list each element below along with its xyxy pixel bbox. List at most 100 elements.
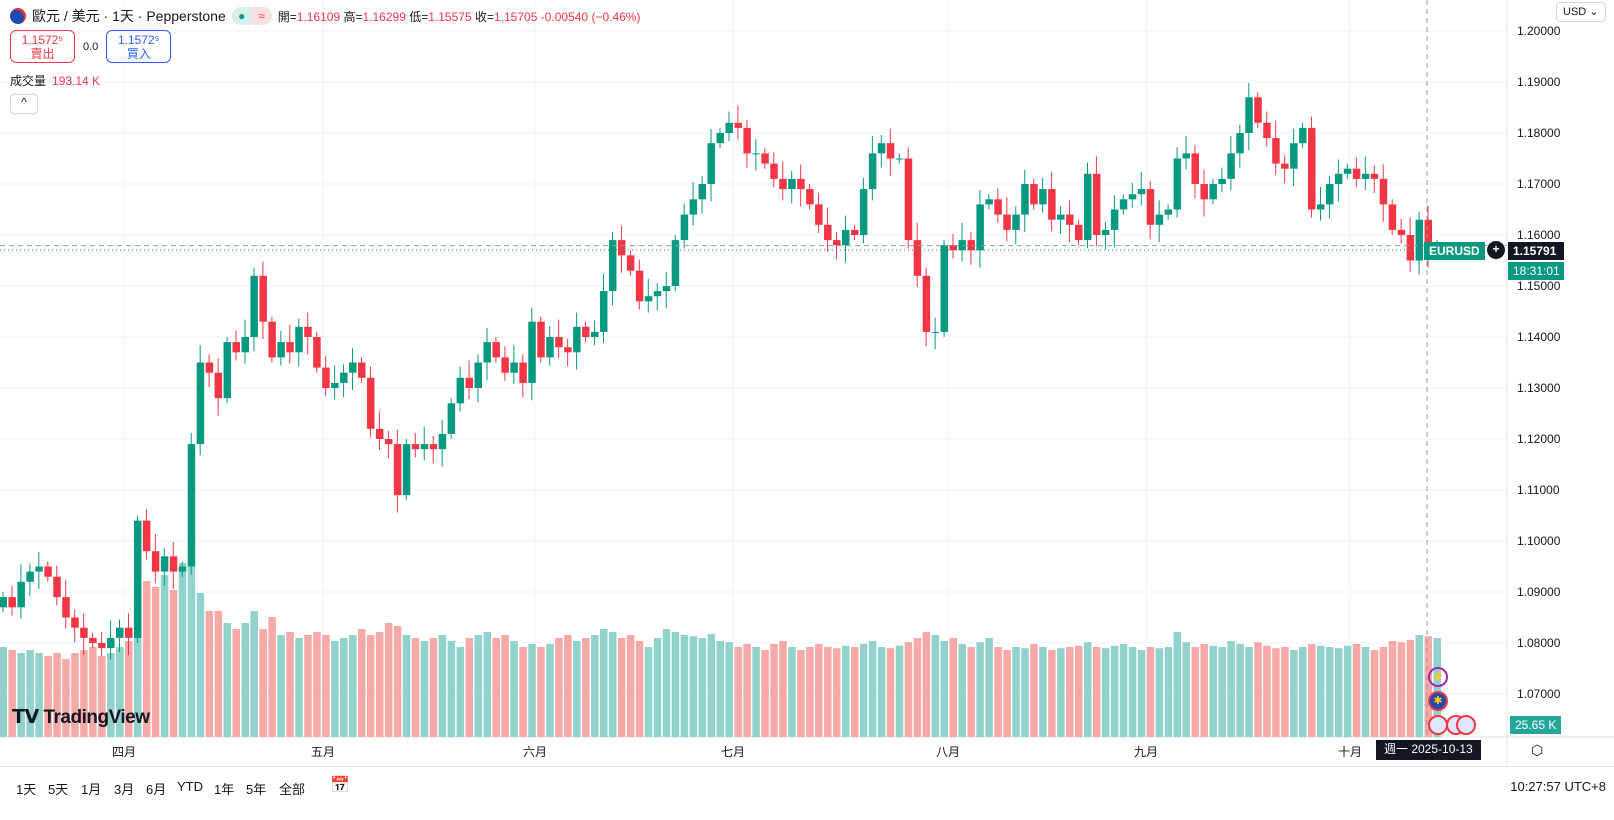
clock[interactable]: 10:27:57 UTC+8 [1510,779,1606,794]
candle-body [617,240,626,256]
volume-bar [644,647,653,737]
volume-bar [1146,647,1155,737]
volume-bar [474,635,483,737]
candle-body [465,377,474,388]
buy-button[interactable]: 1.1572⁵ 買入 [106,30,172,63]
candle-body [707,143,716,184]
candle-body [1012,214,1020,230]
candle-body [429,444,438,450]
range-button[interactable]: YTD [177,779,203,794]
candle-body [564,347,572,353]
volume-bar [850,647,859,737]
volume-last-label: 25.65 K [1510,716,1562,734]
volume-bar [1075,645,1083,737]
candle-body [743,127,751,154]
volume-bar [967,647,975,737]
volume-bar [1209,645,1217,737]
candle-body [375,428,384,439]
range-button[interactable]: 1年 [214,782,235,797]
event-flash-icon[interactable]: ⚡ [1428,667,1448,687]
price-tick: 1.07000 [1517,687,1561,701]
volume-bar [626,635,635,737]
volume-legend: 成交量 193.14 K [10,74,101,88]
add-alert-plus-icon[interactable]: + [1486,240,1506,260]
volume-bar [1110,645,1119,737]
candle-body [160,556,169,572]
candle-body [635,270,644,302]
settings-icon[interactable]: ⬡ [1531,742,1544,758]
symbol-header: 歐元 / 美元 · 1天 · Pepperstone ● ≈ 開=1.16109 … [10,6,640,26]
symbol-title[interactable]: 歐元 / 美元 · 1天 · Pepperstone [32,8,226,24]
candle-body [17,581,25,608]
volume-bar [366,635,375,737]
volume-bar [286,632,294,737]
volume-bar [1263,645,1271,737]
candle-body [1182,153,1191,159]
volume-bar [886,648,895,737]
volume-bar [501,635,509,737]
volume-bar [1433,638,1441,737]
candle-body [1092,173,1101,235]
candle-body [8,597,16,608]
event-eu-icon[interactable]: ✱ [1428,691,1448,711]
candle-body [850,229,859,235]
candle-body [985,199,993,205]
volume-bar [662,629,671,737]
delay-icon: ≈ [251,7,272,25]
volume-bar [187,563,196,737]
range-button[interactable]: 1月 [81,782,102,797]
range-button[interactable]: 5天 [48,782,69,797]
candle-body [420,444,429,450]
volume-bar [841,645,850,737]
currency-select[interactable]: USD ⌄ [1556,2,1606,22]
volume-bar [1101,648,1110,737]
candle-body [752,153,760,155]
price-chart[interactable] [0,0,1614,766]
range-button[interactable]: 全部 [279,782,306,797]
candle-body [62,597,70,618]
range-button[interactable]: 3月 [114,782,135,797]
volume-bar [806,647,814,737]
candle-body [653,291,662,297]
tradingview-logo[interactable]: 𝗧𝗩 TradingView [12,707,150,728]
candle-body [1334,173,1343,184]
candle-body [1272,138,1280,164]
candle-body [1361,173,1370,179]
month-tick: 九月 [1133,745,1159,759]
candle-body [1173,158,1182,210]
volume-bar [384,623,393,737]
range-button[interactable]: 6月 [146,782,167,797]
candle-body [1146,189,1155,225]
calendar-goto-icon[interactable]: 📅 [330,777,350,794]
volume-bar [1173,632,1182,737]
symbol-price-tag: EURUSD [1424,242,1485,260]
ohlc-values: 開=1.16109 高=1.16299 低=1.15575 收=1.15705 … [277,9,641,24]
month-tick: 四月 [111,745,137,759]
candle-body [1245,97,1253,133]
event-us-icon[interactable] [1456,715,1476,735]
candle-body [456,377,465,404]
candle-body [1415,219,1424,261]
candle-body [304,326,312,337]
candle-body [53,576,61,598]
candle-body [205,362,214,373]
sell-button[interactable]: 1.1572⁵ 賣出 [10,30,75,63]
candle-body [1388,204,1397,230]
volume-bar [349,635,357,737]
volume-bar [599,629,608,737]
collapse-button[interactable]: ^ [10,94,38,114]
range-button[interactable]: 5年 [246,782,267,797]
candle-body [1397,229,1406,235]
candle-body [1308,127,1316,210]
range-button[interactable]: 1天 [16,782,37,797]
volume-bar [734,647,742,737]
event-us-icon[interactable] [1428,715,1448,735]
candle-body [994,199,1002,215]
volume-bar [241,623,249,737]
candle-body [178,566,187,572]
candle-body [169,556,178,572]
volume-bar [752,647,760,737]
candle-body [555,337,563,348]
candle-body [411,444,420,450]
market-status[interactable]: ● ≈ [231,7,272,25]
